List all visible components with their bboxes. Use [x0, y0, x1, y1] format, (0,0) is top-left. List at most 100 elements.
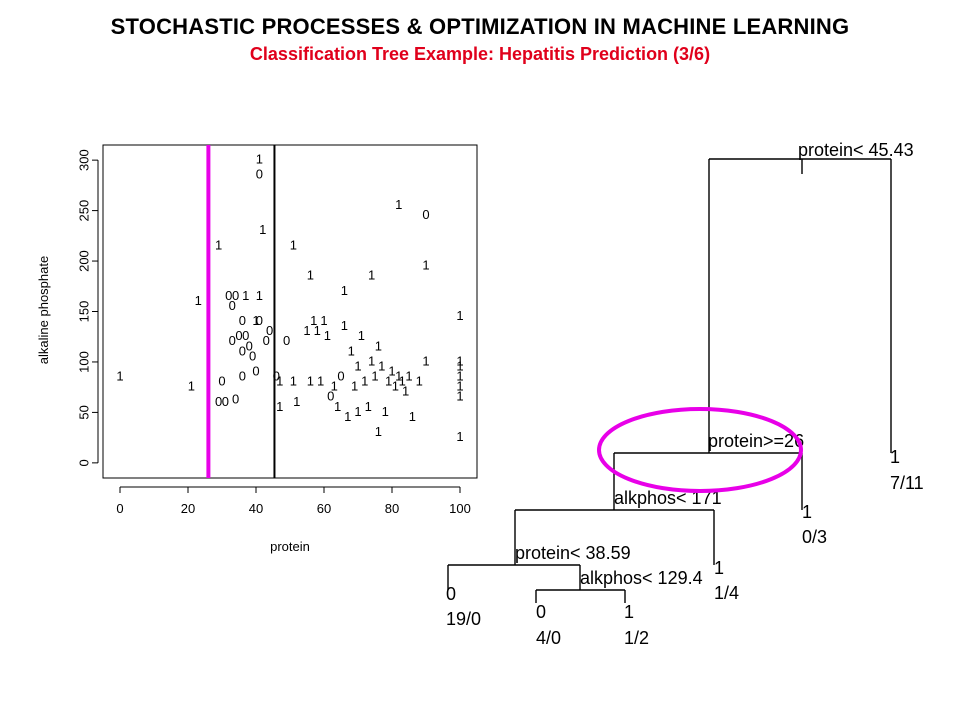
data-point: 1 [456, 389, 463, 404]
data-point: 0 [218, 374, 225, 389]
slide-title: STOCHASTIC PROCESSES & OPTIMIZATION IN M… [110, 14, 850, 39]
data-point: 0 [249, 348, 256, 363]
data-point: 1 [456, 308, 463, 323]
split-lines [206, 145, 276, 478]
tree-leaf-class: 1 [714, 558, 724, 578]
data-point: 1 [188, 379, 195, 394]
data-point: 0 [225, 288, 232, 303]
data-point: 0 [232, 392, 239, 407]
tree-leaf-counts: 4/0 [536, 628, 561, 648]
data-point: 0 [239, 343, 246, 358]
tree-split-label: alkphos< 171 [614, 488, 722, 508]
data-point: 1 [215, 237, 222, 252]
data-point: 1 [395, 369, 402, 384]
scatter-plot-frame [102, 144, 478, 479]
data-point: 0 [256, 313, 263, 328]
data-point: 1 [307, 374, 314, 389]
data-point: 0 [229, 298, 236, 313]
tree-split-label: protein>=26 [708, 431, 804, 451]
tree-split-label: protein< 45.43 [798, 140, 914, 160]
data-point: 0 [337, 369, 344, 384]
data-point: 0 [235, 328, 242, 343]
data-point: 1 [344, 409, 351, 424]
x-tick-label: 80 [385, 501, 399, 516]
data-point: 1 [341, 283, 348, 298]
data-point: 1 [371, 369, 378, 384]
data-point: 0 [256, 167, 263, 182]
data-point: 1 [290, 374, 297, 389]
data-point: 1 [385, 374, 392, 389]
data-point: 1 [276, 374, 283, 389]
data-point: 1 [290, 237, 297, 252]
x-axis-label: protein [270, 539, 310, 554]
data-point: 1 [368, 353, 375, 368]
data-point: 1 [242, 288, 249, 303]
data-point: 1 [456, 429, 463, 444]
data-point: 1 [195, 293, 202, 308]
tree-leaf-counts: 0/3 [802, 527, 827, 547]
data-point: 0 [273, 369, 280, 384]
data-point: 1 [378, 358, 385, 373]
data-point: 1 [354, 358, 361, 373]
tree-leaf-class: 0 [536, 602, 546, 622]
tree-leaf-class: 1 [802, 502, 812, 522]
data-point: 1 [320, 313, 327, 328]
data-point: 0 [215, 394, 222, 409]
data-point: 1 [392, 379, 399, 394]
x-tick-label: 20 [181, 501, 195, 516]
data-point: 0 [327, 389, 334, 404]
data-point: 1 [456, 358, 463, 373]
data-point: 0 [239, 369, 246, 384]
data-point: 1 [317, 374, 324, 389]
data-point: 0 [246, 338, 253, 353]
x-tick-label: 100 [449, 501, 471, 516]
data-point: 1 [307, 268, 314, 283]
data-point: 1 [375, 338, 382, 353]
data-point: 1 [409, 409, 416, 424]
data-point: 1 [303, 323, 310, 338]
data-point: 1 [324, 328, 331, 343]
data-point: 1 [341, 318, 348, 333]
data-point: 0 [239, 313, 246, 328]
y-tick-label: 100 [76, 351, 91, 373]
data-point: 0 [222, 394, 229, 409]
data-point: 1 [354, 404, 361, 419]
highlight-ellipse [597, 407, 803, 493]
y-tick-label: 200 [76, 250, 91, 272]
data-point: 1 [422, 353, 429, 368]
data-point: 1 [351, 379, 358, 394]
data-point: 1 [382, 404, 389, 419]
data-point: 1 [358, 328, 365, 343]
data-point: 1 [456, 353, 463, 368]
y-tick-label: 250 [76, 200, 91, 222]
data-point: 1 [276, 399, 283, 414]
data-point: 1 [116, 369, 123, 384]
data-point: 1 [314, 323, 321, 338]
data-point: 1 [361, 374, 368, 389]
tree-leaf-counts: 1/2 [624, 628, 649, 648]
y-axis-label: alkaline phosphate [36, 256, 51, 364]
data-point: 0 [229, 333, 236, 348]
data-point: 1 [256, 288, 263, 303]
x-axis: 0 20 40 60 80 100 [116, 486, 471, 516]
data-point: 0 [252, 363, 259, 378]
data-point: 0 [263, 333, 270, 348]
data-point: 1 [375, 424, 382, 439]
data-point: 1 [259, 222, 266, 237]
data-point: 1 [368, 268, 375, 283]
tree-leaf-class: 0 [446, 584, 456, 604]
data-point: 0 [283, 333, 290, 348]
y-tick-label: 150 [76, 301, 91, 323]
x-tick-label: 0 [116, 501, 123, 516]
data-point: 0 [232, 288, 239, 303]
tree-leaf-class: 1 [890, 447, 900, 467]
tree-split-label: protein< 38.59 [515, 543, 631, 563]
tree-leaf-class: 1 [624, 602, 634, 622]
y-tick-label: 300 [76, 149, 91, 171]
data-point: 0 [266, 323, 273, 338]
tree-leaf-counts: 7/11 [890, 473, 924, 493]
data-point: 1 [422, 258, 429, 273]
data-point: 1 [256, 152, 263, 167]
y-axis: 0 50 100 150 200 250 300 [76, 149, 99, 466]
